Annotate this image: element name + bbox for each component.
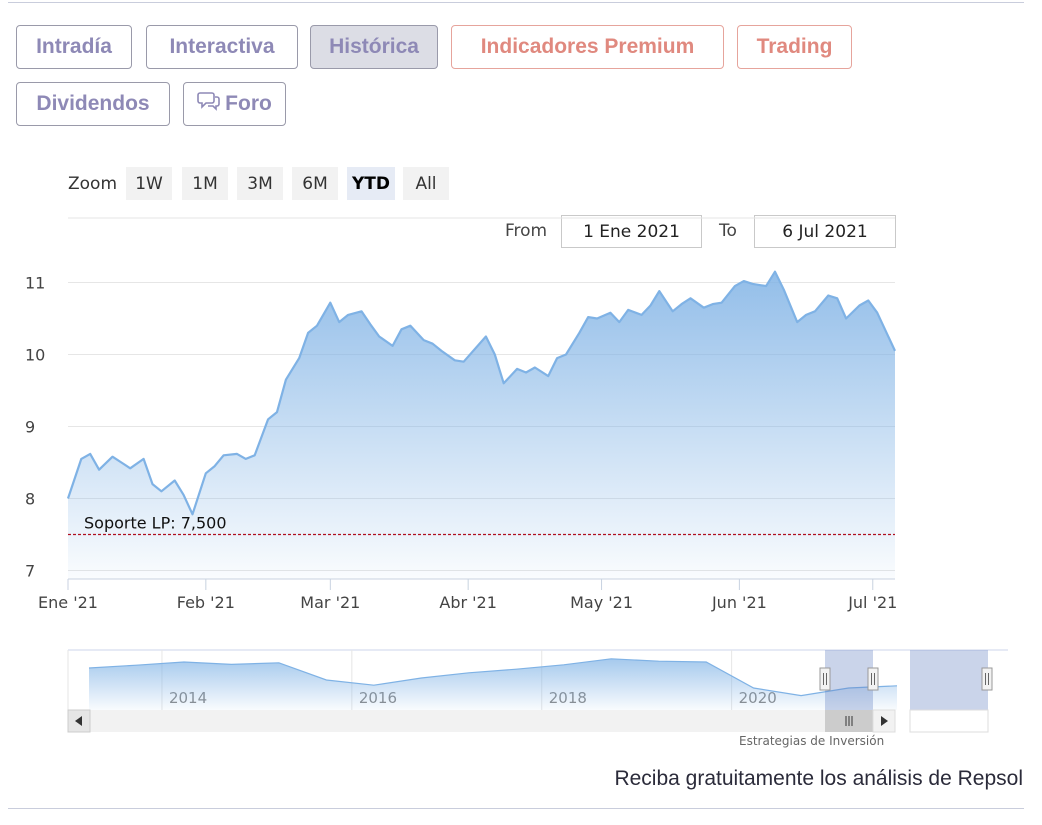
- top-divider: [8, 2, 1024, 3]
- chevron-left-icon: [75, 716, 82, 726]
- scroll-left-button[interactable]: [67, 709, 91, 733]
- handle-body: [981, 667, 993, 691]
- tab-label: Interactiva: [169, 35, 275, 58]
- handle-body: [819, 667, 831, 691]
- tab-label: Foro: [225, 92, 272, 115]
- to-label: To: [719, 221, 737, 241]
- scrollbar-thumb[interactable]: [825, 710, 873, 732]
- tab-label: Dividendos: [36, 92, 150, 115]
- y-tick-label: 8: [25, 490, 35, 509]
- bottom-divider: [8, 808, 1024, 809]
- y-tick-label: 7: [25, 562, 35, 581]
- handle-body: [867, 667, 879, 691]
- tab-label: Indicadores Premium: [480, 35, 695, 58]
- tab-historica[interactable]: Histórica: [310, 25, 438, 69]
- x-tick-label: Feb '21: [177, 593, 235, 612]
- chevron-right-icon: [881, 716, 888, 726]
- scrollbar-track: [68, 710, 895, 732]
- navigator-handle[interactable]: [819, 667, 831, 691]
- zoom-3m-button[interactable]: 3M: [237, 167, 283, 200]
- x-tick-label: Jun '21: [711, 593, 767, 612]
- tab-foro[interactable]: Foro: [183, 82, 286, 126]
- chat-bubbles-icon: [197, 90, 221, 118]
- zoom-6m-button[interactable]: 6M: [292, 167, 338, 200]
- y-tick-label: 9: [25, 418, 35, 437]
- scroll-right-button[interactable]: [872, 709, 896, 733]
- zoom-ytd-button[interactable]: YTD: [347, 167, 395, 200]
- tab-label: Trading: [756, 35, 833, 58]
- cta-text[interactable]: Reciba gratuitamente los análisis de Rep…: [614, 767, 1023, 790]
- series-line: [66, 270, 896, 516]
- tab-label: Intradía: [36, 35, 112, 58]
- support-label: Soporte LP: 7,500: [84, 514, 227, 533]
- price-chart: 7 8 9 10 11 Soporte LP: 7,500 Ene '21 Feb '21 Ma…: [25, 217, 1008, 733]
- tab-dividendos[interactable]: Dividendos: [16, 82, 170, 126]
- navigator-area: [89, 658, 897, 710]
- zoom-1w-button[interactable]: 1W: [126, 167, 172, 200]
- zoom-all-button[interactable]: All: [403, 167, 449, 200]
- tab-interactiva[interactable]: Interactiva: [146, 25, 298, 69]
- zoom-1m-button[interactable]: 1M: [182, 167, 228, 200]
- from-date-input[interactable]: 1 Ene 2021: [561, 215, 702, 248]
- y-tick-label: 11: [25, 274, 45, 293]
- x-tick-label: Mar '21: [300, 593, 360, 612]
- series-area: [68, 271, 895, 579]
- tab-indicadores-premium[interactable]: Indicadores Premium: [451, 25, 724, 69]
- x-tick-label: Ene '21: [38, 593, 98, 612]
- navigator-handle[interactable]: [981, 667, 993, 691]
- navigator-handle[interactable]: [867, 667, 879, 691]
- zoom-label: Zoom: [68, 174, 118, 194]
- navigator-line: [88, 658, 898, 697]
- navigator-selection[interactable]: [825, 650, 873, 710]
- navigator-selection-overflow: [910, 650, 988, 710]
- navigator-scroll-overflow: [909, 709, 989, 733]
- tab-label: Histórica: [329, 35, 419, 58]
- to-date-input[interactable]: 6 Jul 2021: [754, 215, 896, 248]
- chart-credit[interactable]: Estrategias de Inversión: [739, 734, 885, 748]
- y-tick-label: 10: [25, 346, 45, 365]
- x-tick-label: Jul '21: [847, 593, 897, 612]
- x-tick-label: Abr '21: [439, 593, 497, 612]
- tab-intradia[interactable]: Intradía: [16, 25, 132, 69]
- tab-trading[interactable]: Trading: [737, 25, 852, 69]
- from-label: From: [505, 221, 548, 241]
- x-tick-label: May '21: [570, 593, 633, 612]
